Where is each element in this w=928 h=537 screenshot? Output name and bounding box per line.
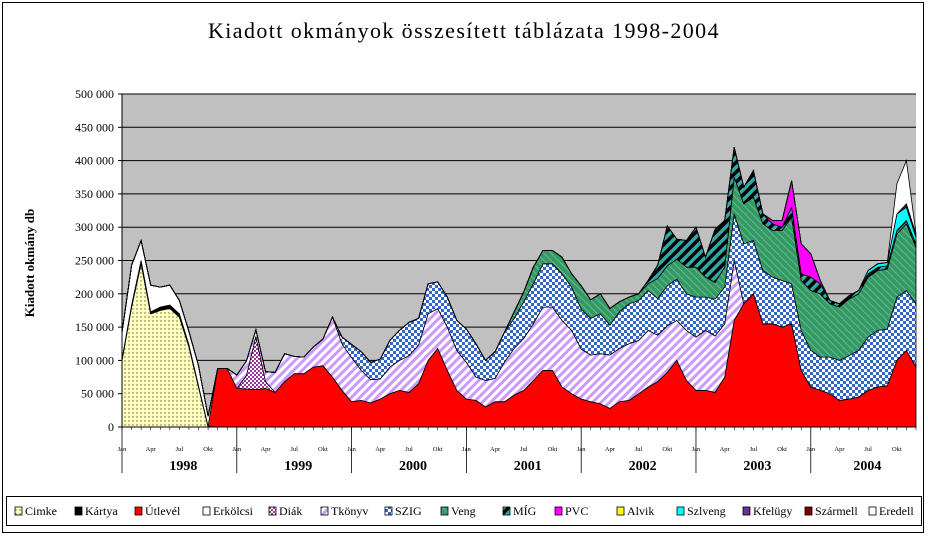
legend-label-SZIG: SZIG [395,504,422,518]
x-tick-label: Okt [433,446,443,453]
legend-label-Diák: Diák [279,504,302,518]
x-tick-label: Jul [290,446,298,453]
y-tick-label: 350 000 [75,187,114,201]
x-tick-label: Jul [176,446,184,453]
legend-swatch-Cimke [14,506,23,516]
legend-swatch-Alvik [616,506,625,516]
year-label: 2002 [629,459,657,474]
legend-label-PVC: PVC [565,504,588,518]
year-label: 1998 [169,459,197,474]
x-tick-label: Jul [520,446,528,453]
legend-swatch-Szármell [804,506,813,516]
x-tick-label: Apr [834,446,845,453]
x-tick-label: Okt [203,446,213,453]
year-label: 1999 [284,459,312,474]
y-tick-label: 300 000 [75,220,114,234]
legend-label-Tkönyv: Tkönyv [331,504,368,518]
legend-swatch-Veng [440,506,449,516]
x-tick-label: Jul [864,446,872,453]
year-label: 2001 [514,459,542,474]
legend-swatch-Kfelügy [742,506,751,516]
x-tick-label: Jul [405,446,413,453]
legend: Cimke Kártya Útlevél Erkölcsi Diák Tkönyv SZIG… [6,496,922,526]
legend-label-Erkölcsi: Erkölcsi [213,504,254,518]
legend-label-Útlevél: Útlevél [145,504,181,518]
year-label: 2000 [399,459,427,474]
legend-label-Kártya: Kártya [85,504,118,518]
x-tick-label: Apr [146,446,157,453]
year-label: 2003 [743,459,771,474]
y-tick-label: 100 000 [75,353,114,367]
legend-swatch-Szlveng [676,506,685,516]
x-tick-label: Okt [548,446,558,453]
legend-swatch-MÍG [502,506,511,516]
legend-swatch-SZIG [384,506,393,516]
legend-swatch-Eredell [868,506,877,516]
x-tick-label: Okt [892,446,902,453]
y-tick-label: 500 000 [75,87,114,101]
legend-label-Alvik: Alvik [627,504,654,518]
y-tick-label: 400 000 [75,154,114,168]
legend-label-MÍG: MÍG [513,504,537,518]
x-tick-label: Okt [662,446,672,453]
axis-layer: 0 50 000 100 000 150 000 200 000 250 000 300 0… [75,87,917,474]
legend-label-Szármell: Szármell [815,504,858,518]
x-tick-label: Okt [318,446,328,453]
year-label: 2004 [853,459,881,474]
legend-label-Cimke: Cimke [25,504,57,518]
legend-swatch-PVC [554,506,563,516]
x-tick-label: Apr [605,446,616,453]
x-tick-label: Jul [635,446,643,453]
legend-swatch-Diák [268,506,277,516]
legend-label-Kfelügy: Kfelügy [753,504,792,518]
y-tick-label: 0 [108,420,114,434]
legend-swatch-Erkölcsi [202,506,211,516]
legend-swatch-Útlevél [134,506,143,516]
chart-title: Kiadott okmányok összesített táblázata 1… [208,18,720,43]
series-area-Eredell [121,147,917,417]
x-tick-label: Apr [490,446,501,453]
x-tick-label: Apr [720,446,731,453]
legend-label-Szlveng: Szlveng [687,504,726,518]
y-tick-label: 200 000 [75,287,114,301]
plot-area: 0 50 000 100 000 150 000 200 000 250 000 300 0… [75,87,917,474]
x-tick-label: Apr [260,446,271,453]
legend-label-Eredell: Eredell [879,504,914,518]
x-tick-label: Apr [375,446,386,453]
y-tick-label: 50 000 [81,387,114,401]
legend-label-Veng: Veng [451,504,476,518]
y-tick-label: 150 000 [75,320,114,334]
y-tick-label: 450 000 [75,120,114,134]
x-tick-label: Jul [750,446,758,453]
x-tick-label: Okt [777,446,787,453]
y-tick-label: 250 000 [75,254,114,268]
legend-swatch-Tkönyv [320,506,329,516]
legend-swatch-Kártya [74,506,83,516]
